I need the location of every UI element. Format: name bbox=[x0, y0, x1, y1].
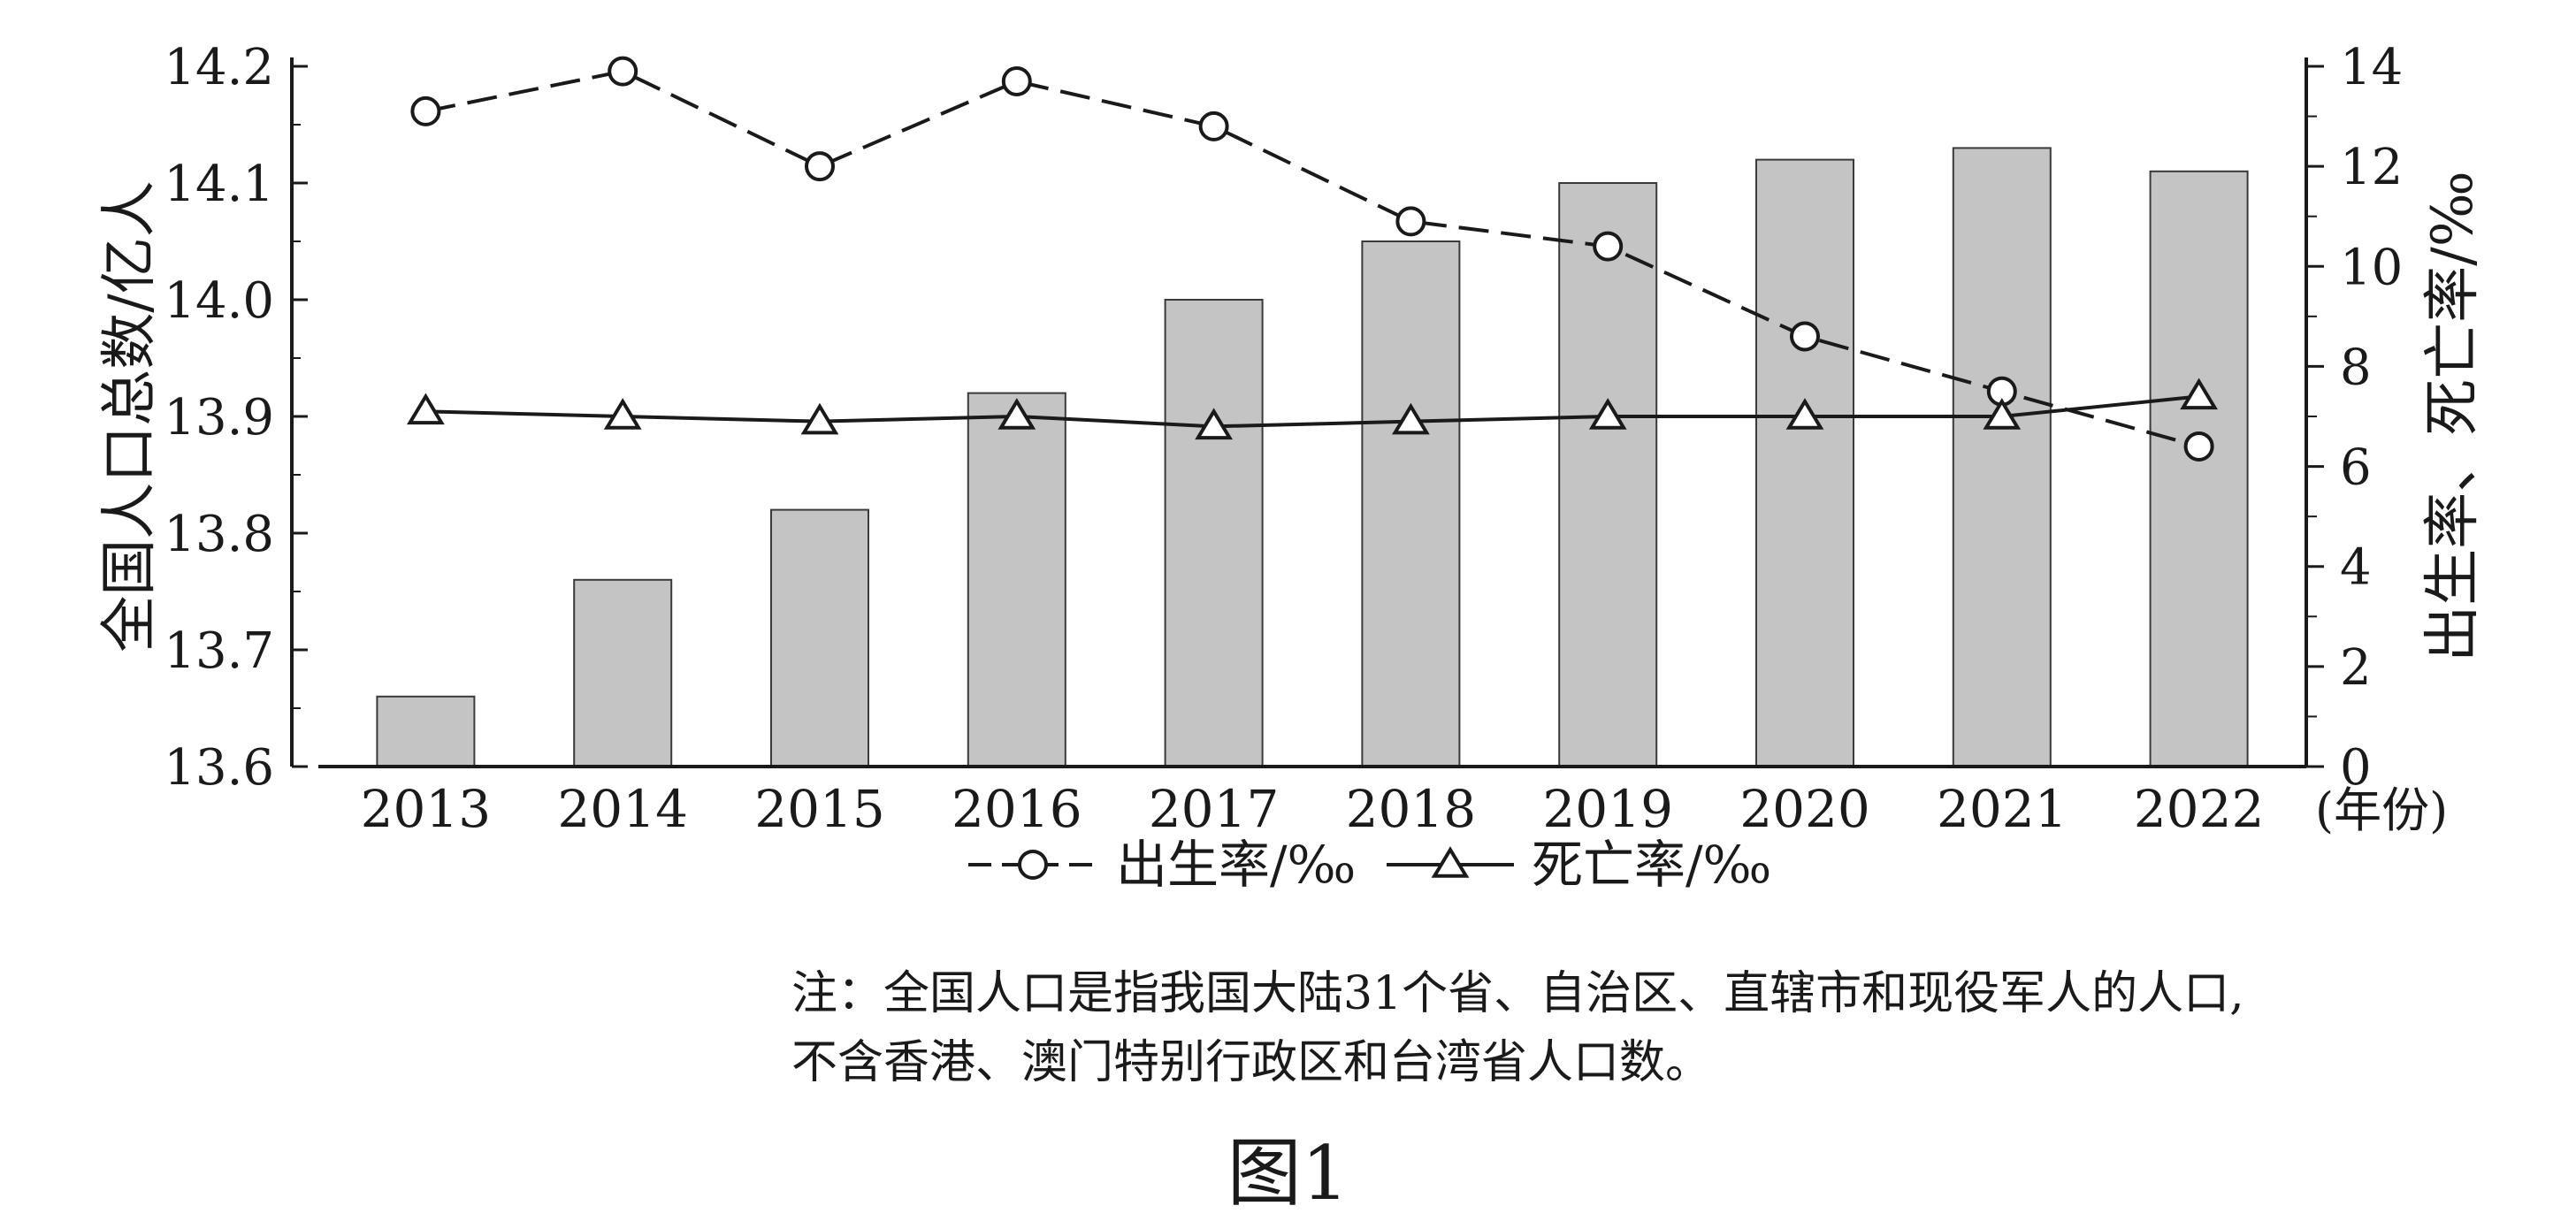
death-rate-point bbox=[603, 398, 642, 430]
population-bar bbox=[1755, 158, 1854, 768]
death-rate-line bbox=[425, 394, 2199, 429]
x-tick-label: 2021 bbox=[1937, 779, 2068, 839]
left-y-tick-label: 13.8 bbox=[164, 506, 274, 563]
birth-rate-point bbox=[2183, 431, 2214, 462]
axes-layer bbox=[290, 57, 2324, 768]
right-y-tick-label: 10 bbox=[2340, 239, 2403, 296]
death-rate-point bbox=[1588, 398, 1627, 430]
death-rate-point bbox=[998, 398, 1036, 430]
birth-rate-point bbox=[805, 151, 835, 182]
x-tick-label: 2018 bbox=[1346, 779, 1477, 839]
lines-layer bbox=[407, 56, 2218, 462]
population-bar bbox=[1164, 299, 1264, 767]
death-rate-point bbox=[1785, 398, 1824, 430]
bars-layer bbox=[376, 147, 2249, 768]
x-tick-label: 2022 bbox=[2134, 779, 2265, 839]
right-y-tick-label: 12 bbox=[2340, 139, 2403, 196]
death-rate-point bbox=[1195, 408, 1233, 440]
footnote: 注：全国人口是指我国大陆31个省、自治区、直辖市和现役军人的人口, 不含香港、澳… bbox=[791, 959, 2472, 1097]
right-y-axis-title: 出生率、死亡率/‰ bbox=[2420, 171, 2486, 661]
population-bar bbox=[1558, 182, 1658, 767]
x-tick-label: 2014 bbox=[557, 779, 688, 839]
birth-rate-point bbox=[1790, 321, 1820, 352]
population-bar bbox=[1952, 147, 2052, 767]
left-y-tick-label: 13.7 bbox=[164, 622, 274, 680]
right-y-tick-label: 14 bbox=[2340, 39, 2403, 96]
legend: 出生率/‰ 死亡率/‰ bbox=[968, 835, 1771, 895]
x-tick-label: 2016 bbox=[952, 779, 1082, 839]
figure-label: 图1 bbox=[1227, 1130, 1349, 1217]
left-y-tick-label: 14.2 bbox=[164, 39, 274, 96]
right-y-tick-label: 2 bbox=[2340, 639, 2372, 697]
left-y-tick-label: 13.6 bbox=[164, 739, 274, 797]
death-rate-point bbox=[1983, 398, 2022, 430]
x-tick-label: 2015 bbox=[754, 779, 885, 839]
population-bar bbox=[770, 508, 869, 767]
right-y-tick-label: 8 bbox=[2340, 339, 2372, 396]
x-tick-label: 2020 bbox=[1739, 779, 1870, 839]
right-y-tick-label: 4 bbox=[2340, 539, 2372, 597]
legend-death-rate-marker bbox=[1431, 846, 1470, 878]
legend-birth-rate-label: 出生率/‰ bbox=[1116, 835, 1356, 895]
birth-rate-line bbox=[425, 69, 2200, 448]
footnote-line-1: 注：全国人口是指我国大陆31个省、自治区、直辖市和现役军人的人口, bbox=[791, 967, 2244, 1020]
population-bar bbox=[967, 392, 1066, 767]
right-y-tick-label: 0 bbox=[2340, 739, 2372, 797]
x-tick-label: 2019 bbox=[1542, 779, 1673, 839]
x-tick-label: 2017 bbox=[1149, 779, 1280, 839]
death-rate-point bbox=[2180, 378, 2218, 410]
legend-death-rate-label: 死亡率/‰ bbox=[1532, 835, 1771, 895]
birth-rate-point bbox=[1001, 65, 1032, 96]
birth-rate-point bbox=[410, 95, 441, 126]
labels-layer: 13.6 13.7 13.8 13.9 14.0 14.1 14.2 0 2 4 6 8 10 12 14 2… bbox=[97, 39, 2486, 839]
birth-rate-point bbox=[1198, 111, 1229, 141]
x-tick-label: 2013 bbox=[361, 779, 492, 839]
birth-rate-point bbox=[608, 56, 638, 87]
legend-birth-rate-marker bbox=[1018, 850, 1048, 880]
birth-rate-point bbox=[1593, 231, 1624, 262]
right-y-tick-label: 6 bbox=[2340, 439, 2372, 497]
x-axis-unit-label: (年份) bbox=[2315, 782, 2448, 838]
death-rate-point bbox=[800, 402, 839, 435]
left-y-tick-label: 14.1 bbox=[164, 156, 274, 213]
death-rate-point bbox=[407, 393, 445, 425]
population-bar bbox=[376, 695, 476, 767]
left-y-tick-label: 14.0 bbox=[164, 272, 274, 330]
population-bar bbox=[2149, 170, 2249, 768]
population-bar bbox=[573, 578, 673, 767]
population-bar bbox=[1361, 240, 1461, 767]
footnote-line-2: 不含香港、澳门特别行政区和台湾省人口数。 bbox=[791, 1036, 1712, 1089]
birth-rate-point bbox=[1395, 206, 1426, 237]
left-y-tick-label: 13.9 bbox=[164, 389, 274, 446]
death-rate-point bbox=[1392, 402, 1430, 435]
left-y-axis-title: 全国人口总数/亿人 bbox=[97, 180, 163, 652]
